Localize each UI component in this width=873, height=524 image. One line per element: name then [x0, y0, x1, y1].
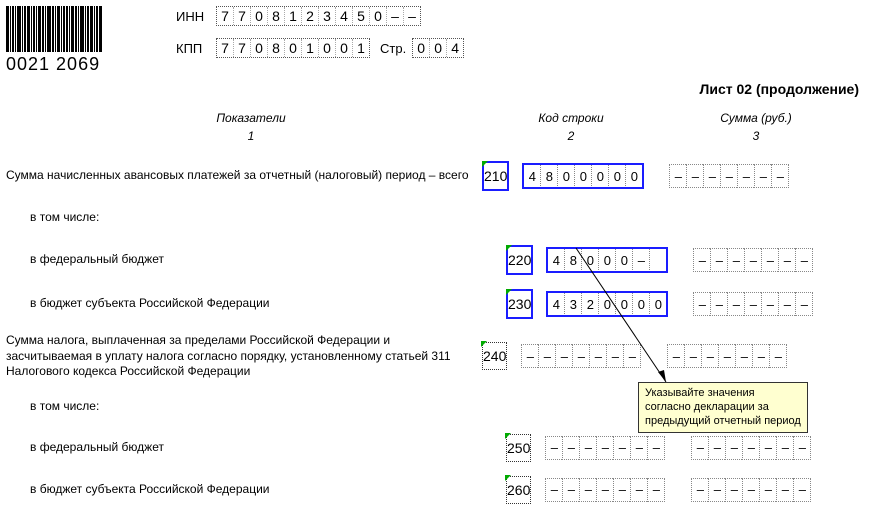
- row-desc: в федеральный бюджет: [6, 252, 506, 268]
- barcode-lines: [6, 6, 166, 52]
- table-row: Сумма налога, выплаченная за пределами Р…: [6, 333, 867, 380]
- sum-cells: 4320000: [547, 292, 667, 316]
- col-n2: 2: [496, 129, 646, 143]
- row-desc: в том числе:: [6, 399, 506, 415]
- code-box: 240: [482, 342, 507, 370]
- col-indicator: Показатели: [6, 111, 496, 125]
- barcode: 0021 2069: [6, 6, 166, 75]
- row-desc: Сумма начисленных авансовых платежей за …: [6, 168, 482, 184]
- sum-cells-2: –––––––: [693, 292, 813, 316]
- sum-cells: 48000–: [547, 248, 667, 272]
- sum-cells: –––––––: [545, 478, 665, 502]
- col-sum: Сумма (руб.): [646, 111, 866, 125]
- code-box: 210: [482, 161, 509, 191]
- code-box: 260: [506, 476, 531, 504]
- col-code: Код строки: [496, 111, 646, 125]
- row-desc: Сумма налога, выплаченная за пределами Р…: [6, 333, 482, 380]
- col-n1: 1: [6, 129, 496, 143]
- tooltip-note: Указывайте значения согласно декларации …: [638, 382, 808, 433]
- sum-cells-2: –––––––: [691, 436, 811, 460]
- sum-cells-2: –––––––: [693, 248, 813, 272]
- table-row: в бюджет субъекта Российской Федерации26…: [6, 476, 867, 504]
- table-row: в том числе:: [6, 205, 867, 231]
- code-box: 220: [506, 245, 533, 275]
- code-box: 250: [506, 434, 531, 462]
- column-numbers: 1 2 3: [6, 129, 867, 143]
- barcode-number: 0021 2069: [6, 54, 166, 75]
- sum-cells-2: –––––––: [691, 478, 811, 502]
- table-row: в федеральный бюджет250 ––––––– –––––––: [6, 434, 867, 462]
- sum-cells-2: –––––––: [667, 344, 787, 368]
- inn-cells: 7708123450––: [216, 6, 421, 26]
- table-row: Сумма начисленных авансовых платежей за …: [6, 161, 867, 191]
- page-cells: 004: [412, 38, 464, 58]
- table-row: в бюджет субъекта Российской Федерации23…: [6, 289, 867, 319]
- row-desc: в бюджет субъекта Российской Федерации: [6, 296, 506, 312]
- inn-label: ИНН: [176, 9, 216, 24]
- row-desc: в бюджет субъекта Российской Федерации: [6, 482, 506, 498]
- column-headers: Показатели Код строки Сумма (руб.): [6, 111, 867, 125]
- code-box: 230: [506, 289, 533, 319]
- sum-cells: –––––––: [545, 436, 665, 460]
- rows-container: Сумма начисленных авансовых платежей за …: [6, 161, 867, 504]
- kpp-cells: 770801001: [216, 38, 370, 58]
- table-row: в федеральный бюджет220 48000– –––––––: [6, 245, 867, 275]
- sum-cells: –––––––: [521, 344, 641, 368]
- row-desc: в федеральный бюджет: [6, 440, 506, 456]
- row-desc: в том числе:: [6, 210, 506, 226]
- page-prefix: Стр.: [380, 41, 406, 56]
- sum-cells: 4800000: [523, 164, 643, 188]
- sheet-title: Лист 02 (продолжение): [6, 81, 859, 97]
- kpp-label: КПП: [176, 41, 216, 56]
- col-n3: 3: [646, 129, 866, 143]
- sum-cells-2: –––––––: [669, 164, 789, 188]
